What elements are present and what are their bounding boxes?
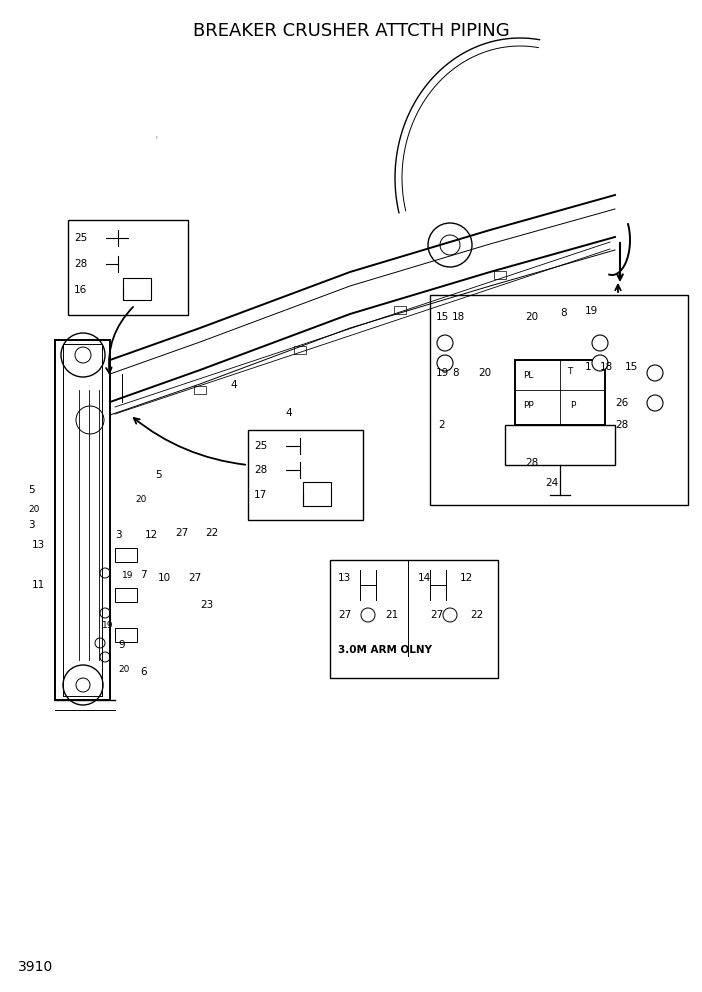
Bar: [194, 386, 206, 394]
Circle shape: [75, 347, 91, 363]
Text: 20: 20: [118, 666, 129, 675]
Circle shape: [63, 665, 103, 705]
Circle shape: [100, 652, 110, 662]
Text: 22: 22: [470, 610, 483, 620]
Text: 12: 12: [145, 530, 158, 540]
Circle shape: [61, 333, 105, 377]
Text: 4: 4: [230, 380, 237, 390]
Circle shape: [647, 365, 663, 381]
Text: 7: 7: [140, 570, 147, 580]
Bar: [115, 628, 137, 642]
Text: 18: 18: [452, 312, 465, 322]
Text: 5: 5: [155, 470, 161, 480]
Text: 28: 28: [254, 465, 267, 475]
Text: 8: 8: [560, 308, 567, 318]
Text: 22: 22: [205, 528, 218, 538]
Text: 20: 20: [525, 312, 538, 322]
Text: 20: 20: [28, 506, 39, 515]
Circle shape: [592, 355, 608, 371]
Bar: [330, 560, 498, 678]
Text: 12: 12: [460, 573, 473, 583]
Bar: [115, 548, 137, 562]
Text: T: T: [567, 367, 572, 377]
Text: 19: 19: [436, 368, 449, 378]
Text: 27: 27: [175, 528, 188, 538]
Text: 27: 27: [188, 573, 201, 583]
Text: 19: 19: [102, 621, 114, 630]
Text: PP: PP: [523, 401, 534, 410]
Bar: [394, 306, 406, 314]
Text: 3910: 3910: [18, 960, 53, 974]
Text: 13: 13: [338, 573, 351, 583]
Bar: [115, 588, 137, 602]
Bar: [294, 346, 306, 354]
Text: 16: 16: [74, 285, 87, 295]
Circle shape: [443, 608, 457, 622]
Text: ': ': [155, 135, 159, 148]
Text: 10: 10: [158, 573, 171, 583]
Circle shape: [437, 355, 453, 371]
Bar: [303, 482, 331, 506]
Circle shape: [76, 406, 104, 434]
Bar: [68, 220, 188, 315]
Text: 9: 9: [118, 640, 125, 650]
Text: 28: 28: [74, 259, 87, 269]
Text: 2: 2: [438, 420, 444, 430]
Bar: [123, 278, 151, 300]
Bar: [430, 295, 688, 505]
Text: 27: 27: [430, 610, 443, 620]
Circle shape: [647, 395, 663, 411]
Text: 5: 5: [28, 485, 34, 495]
Text: P: P: [570, 401, 576, 410]
Text: 23: 23: [200, 600, 213, 610]
Circle shape: [100, 608, 110, 618]
Text: 28: 28: [525, 458, 538, 468]
Text: 3: 3: [28, 520, 34, 530]
Text: 26: 26: [615, 398, 628, 408]
Text: BREAKER CRUSHER ATTCTH PIPING: BREAKER CRUSHER ATTCTH PIPING: [192, 22, 510, 40]
Text: PL: PL: [523, 370, 534, 380]
Text: 20: 20: [135, 495, 147, 505]
Bar: [515, 360, 605, 425]
Text: 1: 1: [585, 362, 592, 372]
Circle shape: [440, 235, 460, 255]
Text: 15: 15: [625, 362, 638, 372]
Circle shape: [100, 568, 110, 578]
Text: 27: 27: [338, 610, 351, 620]
Bar: [494, 271, 506, 279]
Bar: [505, 425, 615, 465]
Circle shape: [76, 678, 90, 692]
Text: 6: 6: [140, 667, 147, 677]
Text: 8: 8: [452, 368, 458, 378]
Text: 25: 25: [74, 233, 87, 243]
Circle shape: [428, 223, 472, 267]
Text: 20: 20: [478, 368, 491, 378]
Text: 3.0M ARM OLNY: 3.0M ARM OLNY: [338, 645, 432, 655]
Text: 25: 25: [254, 441, 267, 451]
Text: 17: 17: [254, 490, 267, 500]
Text: 4: 4: [285, 408, 291, 418]
Bar: [248, 430, 363, 520]
Text: 14: 14: [418, 573, 431, 583]
Circle shape: [95, 638, 105, 648]
Circle shape: [437, 335, 453, 351]
Text: 3: 3: [115, 530, 121, 540]
Text: 21: 21: [385, 610, 398, 620]
Text: 28: 28: [615, 420, 628, 430]
Text: 24: 24: [545, 478, 558, 488]
Text: 15: 15: [436, 312, 449, 322]
Text: 11: 11: [32, 580, 45, 590]
Text: 19: 19: [585, 306, 598, 316]
Text: 18: 18: [600, 362, 614, 372]
Circle shape: [361, 608, 375, 622]
Text: 19: 19: [122, 570, 133, 579]
Circle shape: [592, 335, 608, 351]
Text: 13: 13: [32, 540, 45, 550]
